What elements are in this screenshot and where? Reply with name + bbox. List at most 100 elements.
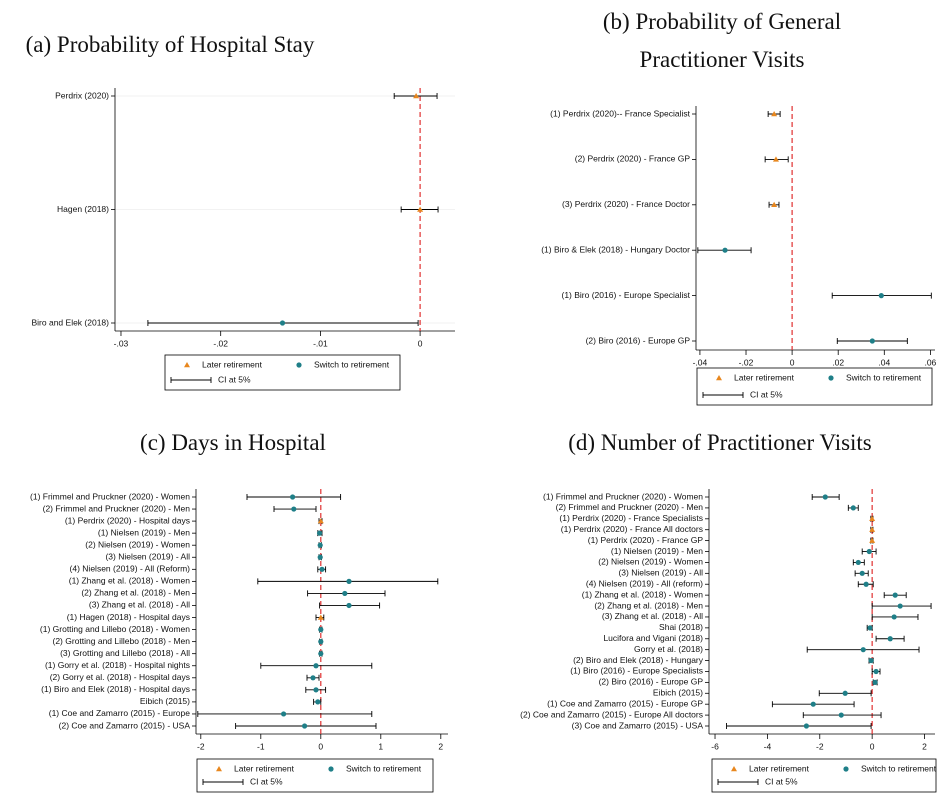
- y-tick-label: (2) Coe and Zamarro (2015) - Europe All …: [520, 709, 703, 719]
- y-tick-label: (2) Zhang et al. (2018) - Men: [594, 600, 703, 610]
- point-triangle: [771, 201, 778, 207]
- legend-label: Switch to retirement: [314, 359, 390, 369]
- legend-label: CI at 5%: [765, 776, 798, 786]
- legend-marker: [716, 375, 722, 381]
- x-tick-label: -2: [816, 741, 824, 751]
- legend-label: Switch to retirement: [846, 372, 922, 382]
- y-tick-label: (1) Frimmel and Pruckner (2020) - Women: [30, 491, 190, 501]
- y-tick-label: (1) Perdrix (2020) - France All doctors: [561, 524, 703, 534]
- x-tick-label: 2: [438, 741, 443, 751]
- x-tick-label: 1: [378, 741, 383, 751]
- point-triangle: [869, 526, 876, 532]
- y-tick-label: (2) Gorry et al. (2018) - Hospital days: [50, 672, 190, 682]
- point-triangle: [869, 515, 876, 522]
- x-tick-label: .04: [878, 357, 890, 367]
- y-tick-label: (2) Biro and Elek (2018) - Hungary: [573, 655, 704, 665]
- point-circle: [291, 506, 297, 512]
- y-tick-label: (1) Gorry et al. (2018) - Hospital night…: [45, 660, 190, 670]
- y-tick-label: (2) Biro (2016) - Europe GP: [586, 335, 691, 345]
- point-triangle: [413, 93, 420, 99]
- legend-label: Later retirement: [202, 359, 263, 369]
- legend-label: CI at 5%: [750, 389, 783, 399]
- point-circle: [313, 663, 319, 669]
- legend-marker: [216, 766, 222, 772]
- point-circle: [887, 636, 893, 642]
- y-tick-label: Gorry et al. (2018): [634, 644, 703, 654]
- x-tick-label: -.02: [213, 338, 228, 348]
- legend-label: Switch to retirement: [346, 763, 422, 773]
- point-triangle: [417, 206, 424, 212]
- point-circle: [873, 668, 879, 675]
- y-tick-label: (1) Biro & Elek (2018) - Hungary Doctor: [541, 244, 690, 254]
- x-tick-label: 0: [870, 741, 875, 751]
- point-circle: [855, 559, 861, 566]
- point-circle: [346, 578, 352, 584]
- point-circle: [319, 566, 325, 572]
- point-circle: [897, 603, 903, 609]
- y-tick-label: (4) Nielsen (2019) - All (Reform): [70, 564, 191, 574]
- point-circle: [863, 581, 869, 587]
- point-circle: [810, 701, 816, 707]
- point-circle: [318, 626, 324, 633]
- y-tick-label: (1) Grotting and Lillebo (2018) - Women: [40, 624, 190, 634]
- legend-marker: [184, 362, 190, 368]
- legend-marker: [296, 362, 302, 368]
- x-tick-label: -.01: [313, 338, 328, 348]
- point-circle: [892, 592, 898, 598]
- legend-marker: [328, 766, 334, 772]
- y-tick-label: Lucifora and Vigani (2018): [603, 633, 703, 643]
- y-tick-label: Hagen (2018): [57, 204, 109, 214]
- x-tick-label: -.04: [693, 357, 708, 367]
- y-tick-label: (3) Perdrix (2020) - France Doctor: [562, 199, 690, 209]
- legend-box: [711, 758, 937, 793]
- x-tick-label: 0: [318, 741, 323, 751]
- panel-title: (b) Probability of General Practitioner …: [602, 9, 842, 72]
- y-tick-label: (2) Perdrix (2020) - France GP: [575, 154, 691, 164]
- panel-title: (c) Days in Hospital: [140, 430, 326, 455]
- y-tick-label: (1) Perdrix (2020) - France Specialists: [559, 513, 703, 523]
- point-circle: [346, 602, 352, 609]
- y-tick-label: (1) Zhang et al. (2018) - Women: [582, 589, 704, 599]
- x-tick-label: .02: [832, 357, 844, 367]
- x-tick-label: -.02: [739, 357, 754, 367]
- y-tick-label: Eibich (2015): [653, 688, 703, 698]
- y-tick-label: (1) Perdrix (2020) - Hospital days: [65, 515, 190, 525]
- y-tick-label: (2) Coe and Zamarro (2015) - USA: [59, 720, 191, 730]
- y-tick-label: (3) Nielsen (2019) - All: [618, 568, 703, 578]
- legend-marker: [843, 766, 849, 772]
- y-tick-label: (1) Perdrix (2020)-- France Specialist: [550, 108, 690, 118]
- y-tick-label: (2) Nielsen (2019) - Women: [85, 539, 190, 549]
- y-tick-label: (1) Perdrix (2020) - France GP: [588, 535, 704, 545]
- x-tick-label: -1: [257, 741, 265, 751]
- y-tick-label: (3) Zhang et al. (2018) - All: [602, 611, 703, 621]
- y-tick-label: Shai (2018): [659, 622, 703, 632]
- point-triangle: [869, 537, 876, 543]
- point-circle: [859, 570, 865, 576]
- point-circle: [302, 723, 308, 729]
- point-triangle: [317, 518, 324, 524]
- y-tick-label: (3) Nielsen (2019) - All: [105, 552, 190, 562]
- y-tick-label: (1) Zhang et al. (2018) - Women: [69, 576, 191, 586]
- y-tick-label: (1) Coe and Zamarro (2015) - Europe GP: [547, 698, 703, 708]
- x-tick-label: 2: [922, 741, 927, 751]
- legend-label: Later retirement: [734, 372, 795, 382]
- point-circle: [317, 530, 323, 536]
- point-triangle: [317, 614, 324, 620]
- legend-label: CI at 5%: [250, 776, 283, 786]
- y-tick-label: (1) Nielsen (2019) - Men: [611, 546, 703, 556]
- legend-label: Later retirement: [749, 763, 810, 773]
- point-circle: [869, 338, 875, 344]
- point-circle: [850, 505, 856, 511]
- point-circle: [317, 542, 323, 548]
- legend-marker: [828, 375, 834, 381]
- y-tick-label: Perdrix (2020): [55, 90, 109, 100]
- legend-box: [696, 367, 933, 406]
- point-circle: [860, 647, 866, 653]
- legend-label: Switch to retirement: [861, 763, 937, 773]
- y-tick-label: (2) Frimmel and Pruckner (2020) - Men: [556, 502, 704, 512]
- y-tick-label: (3) Coe and Zamarro (2015) - USA: [572, 720, 704, 730]
- point-circle: [313, 687, 319, 693]
- y-tick-label: (1) Coe and Zamarro (2015) - Europe: [49, 708, 191, 718]
- point-circle: [318, 651, 324, 657]
